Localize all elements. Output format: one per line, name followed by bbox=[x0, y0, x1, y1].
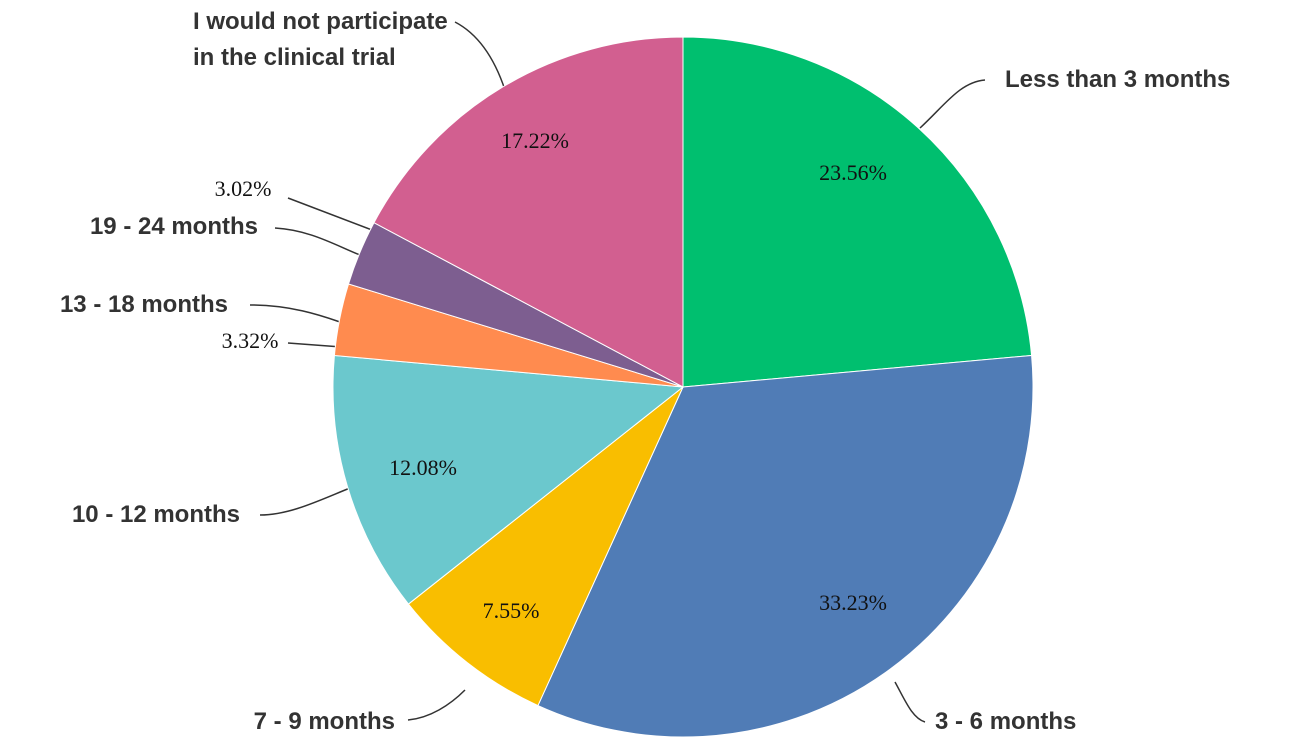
value-label: 17.22% bbox=[501, 128, 569, 153]
leader-line bbox=[894, 681, 926, 723]
pie-slice bbox=[373, 36, 684, 388]
category-label: 19 - 24 months bbox=[89, 213, 258, 240]
pie-slice bbox=[332, 354, 685, 605]
leader-line bbox=[407, 689, 466, 721]
category-label: 7 - 9 months bbox=[253, 708, 395, 735]
pie-slice bbox=[682, 36, 1033, 388]
leader-line bbox=[287, 197, 386, 236]
leader-line bbox=[274, 227, 361, 256]
category-label: 3 - 6 months bbox=[935, 708, 1077, 735]
value-label: 7.55% bbox=[483, 598, 540, 623]
leader-line bbox=[259, 487, 351, 516]
value-label: 3.02% bbox=[215, 176, 272, 201]
category-label: I would not participate in the clinical … bbox=[193, 8, 448, 71]
pie-slice bbox=[407, 386, 684, 707]
value-label: 3.32% bbox=[222, 328, 279, 353]
category-label: 13 - 18 months bbox=[59, 291, 228, 318]
leader-line bbox=[249, 304, 341, 323]
value-label: 33.23% bbox=[819, 590, 887, 615]
value-label: 23.56% bbox=[819, 160, 887, 185]
category-label: Less than 3 months bbox=[1005, 66, 1231, 93]
leader-line bbox=[919, 79, 986, 129]
pie-slice bbox=[537, 354, 1034, 738]
category-label: 10 - 12 months bbox=[71, 501, 240, 528]
value-label: 12.08% bbox=[389, 455, 457, 480]
leader-line bbox=[454, 21, 506, 91]
